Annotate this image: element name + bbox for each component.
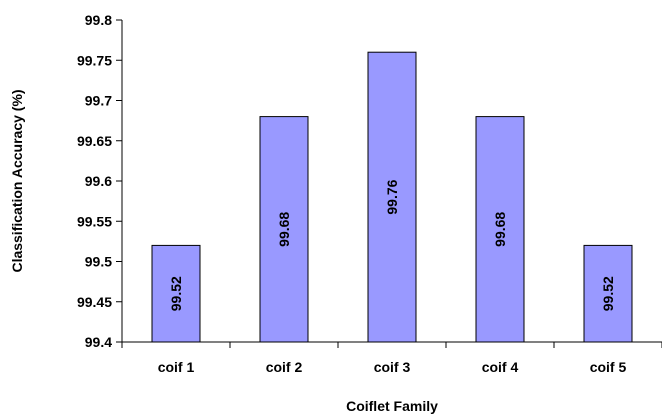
y-tick-label: 99.65 [77,133,112,149]
y-tick-label: 99.4 [85,334,112,350]
data-label: 99.68 [492,212,508,247]
y-tick-label: 99.75 [77,52,112,68]
x-tick-label: coif 4 [482,359,519,375]
y-tick-label: 99.8 [85,12,112,28]
data-label: 99.52 [168,276,184,311]
data-label: 99.52 [600,276,616,311]
y-ticks-group: 99.4 99.45 99.5 99.55 99.6 99.65 99.7 99.75 99.8 [77,12,122,350]
data-label: 99.68 [276,212,292,247]
bar-coif-4 [475,116,525,343]
bars-group [151,51,633,343]
y-tick-label: 99.7 [85,93,112,109]
y-tick-label: 99.55 [77,213,112,229]
y-tick-label: 99.45 [77,294,112,310]
y-tick-label: 99.5 [85,254,112,270]
data-labels-group: 99.52 99.68 99.76 99.68 99.52 [168,179,616,311]
x-ticks-group: coif 1 coif 2 coif 3 coif 4 coif 5 [121,342,662,375]
y-axis-title: Classification Accuracy (%) [9,89,25,272]
bar-coif-3 [367,51,417,343]
x-tick-label: coif 1 [158,359,195,375]
x-axis-title: Coiflet Family [346,398,438,414]
data-label: 99.76 [384,179,400,214]
x-tick-label: coif 2 [266,359,303,375]
bar-coif-1 [151,244,201,343]
y-tick-label: 99.6 [85,173,112,189]
bar-coif-2 [259,116,309,343]
x-tick-label: coif 3 [374,359,411,375]
x-tick-label: coif 5 [590,359,627,375]
